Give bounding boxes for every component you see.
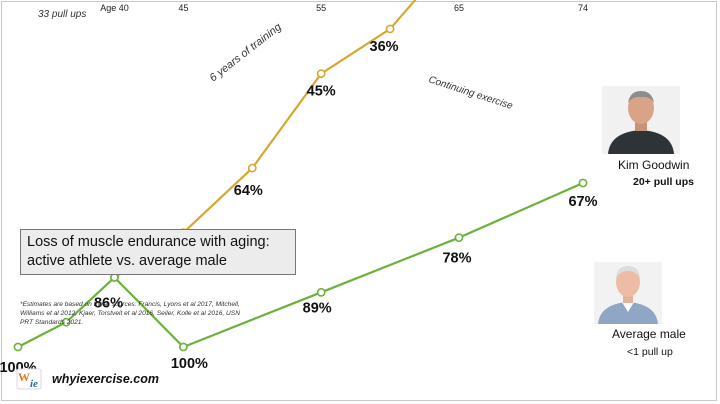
average-data-point — [385, 24, 395, 34]
series-markers — [13, 24, 588, 352]
average-percent-label: 45% — [307, 84, 336, 100]
athlete-name: Kim Goodwin — [618, 158, 690, 172]
athlete-pullups: 20+ pull ups — [633, 176, 694, 188]
site-url: whyiexercise.com — [52, 372, 160, 386]
x-tick-label: Age 40 — [100, 3, 129, 13]
site-credit: W ie whyiexercise.com — [16, 368, 159, 390]
athlete-data-point — [578, 178, 588, 188]
athlete-data-point — [178, 342, 188, 352]
athlete-data-point — [316, 287, 326, 297]
average-data-point — [316, 69, 326, 79]
athlete-percent-label: 78% — [442, 251, 471, 267]
athlete-percent-label: 67% — [568, 194, 597, 210]
start-annotation: 33 pull ups — [38, 9, 86, 20]
svg-text:W: W — [18, 370, 30, 384]
wie-logo-icon: W ie — [16, 368, 42, 390]
chart-title-line-1: Loss of muscle endurance with aging: — [27, 234, 270, 250]
average-male-pullups: <1 pull up — [627, 346, 673, 358]
athlete-data-point — [454, 233, 464, 243]
x-tick-label: 45 — [178, 3, 188, 13]
athlete-percent-label: 86% — [94, 295, 123, 311]
athlete-data-point — [13, 342, 23, 352]
annotations: 33 pull ups 6 years of training Continuing… — [38, 9, 514, 112]
chart-title-line-2: active athlete vs. average male — [27, 253, 227, 269]
average-data-point — [247, 163, 257, 173]
training-annotation: 6 years of training — [207, 21, 284, 85]
x-axis-ticks: Age 40 45 55 65 74 — [100, 3, 588, 13]
senior-man-photo-icon — [594, 262, 662, 324]
sources-note: *Estimates are based on these sources: F… — [20, 301, 240, 326]
x-tick-label: 74 — [578, 3, 588, 13]
older-man-photo-icon — [602, 86, 680, 154]
average-percent-label: 36% — [370, 39, 399, 55]
chart-title-box: Loss of muscle endurance with aging: act… — [20, 229, 296, 275]
athlete-percent-label: 100% — [171, 356, 208, 372]
continuing-annotation: Continuing exercise — [427, 74, 514, 112]
average-percent-label: 64% — [234, 183, 263, 199]
x-tick-label: 55 — [316, 3, 326, 13]
x-tick-label: 65 — [454, 3, 464, 13]
athlete-data-point — [61, 317, 71, 327]
athlete-percent-label: 89% — [303, 300, 332, 316]
svg-text:ie: ie — [30, 378, 38, 390]
average-male-name: Average male — [612, 327, 686, 341]
